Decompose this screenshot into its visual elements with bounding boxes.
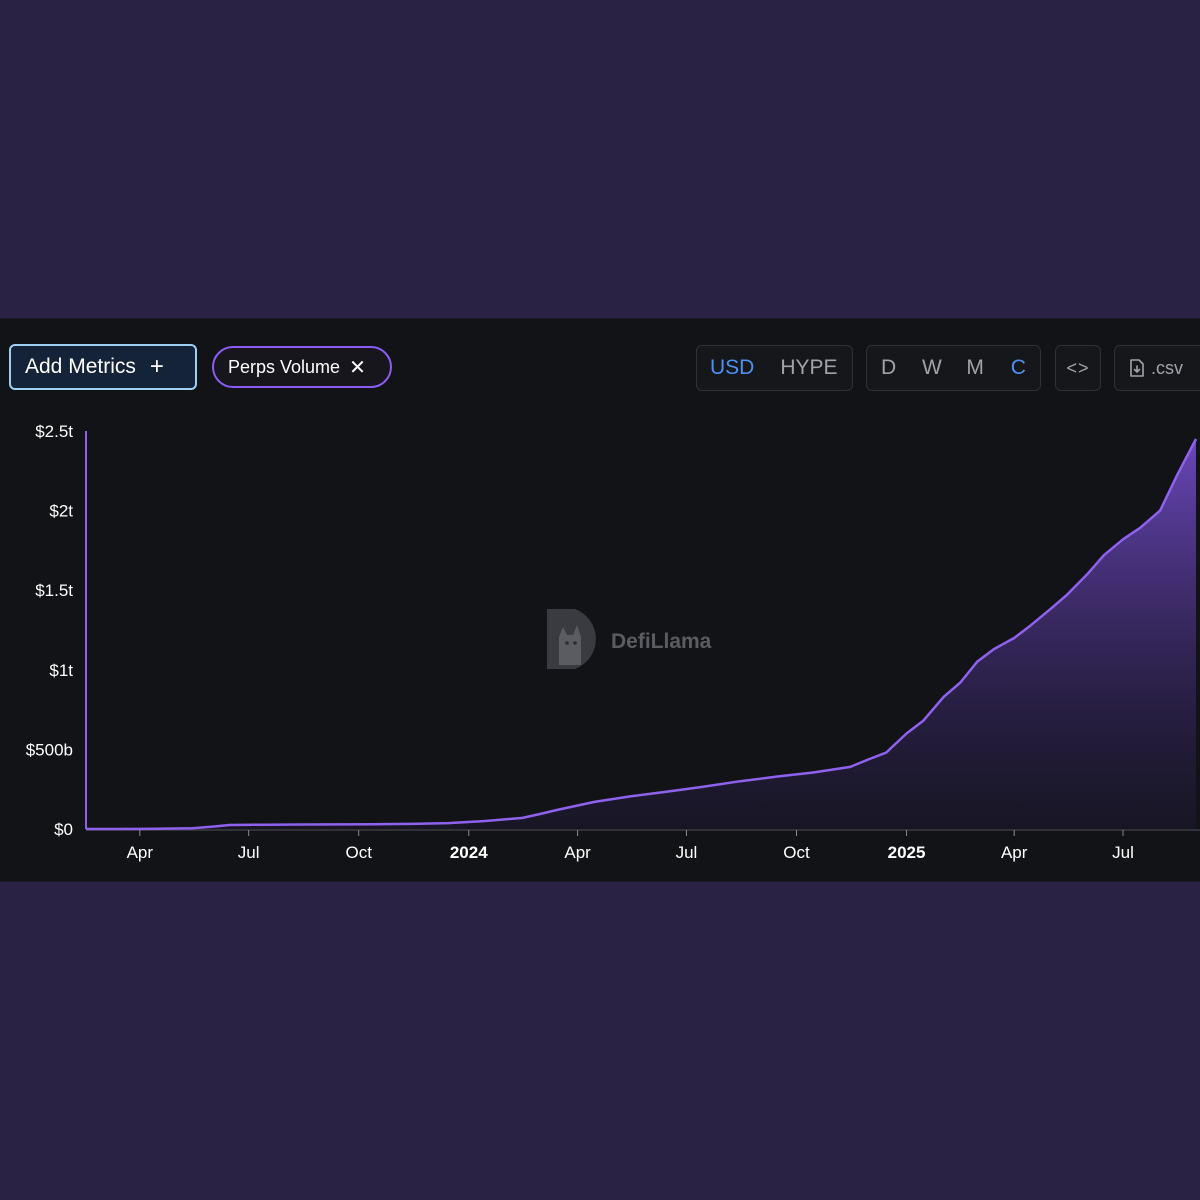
x-tick-label: Apr xyxy=(127,843,154,862)
y-tick-label: $2.5t xyxy=(35,422,73,441)
x-tick-label: Apr xyxy=(1001,843,1028,862)
x-tick-label: Oct xyxy=(345,843,372,862)
x-tick-label: Jul xyxy=(238,843,260,862)
code-icon: <> xyxy=(1066,357,1090,378)
y-tick-label: $1.5t xyxy=(35,581,73,600)
embed-button[interactable]: <> xyxy=(1055,345,1101,391)
add-metrics-label: Add Metrics xyxy=(25,355,136,378)
y-tick-label: $1t xyxy=(49,661,73,680)
file-download-icon xyxy=(1130,359,1144,377)
period-option-daily[interactable]: D xyxy=(881,356,897,379)
plus-icon: + xyxy=(149,353,164,380)
x-tick-label: 2024 xyxy=(450,843,488,862)
currency-option-hype[interactable]: HYPE xyxy=(780,356,838,379)
watermark: DefiLlama xyxy=(547,609,712,669)
period-option-weekly[interactable]: W xyxy=(921,356,942,379)
x-tick-label: Oct xyxy=(783,843,810,862)
series-perps-volume xyxy=(85,431,1198,831)
llama-logo-icon xyxy=(547,609,596,669)
metric-chip-label: Perps Volume xyxy=(228,356,341,377)
add-metrics-button[interactable]: Add Metrics + xyxy=(9,344,197,390)
x-tick-label: 2025 xyxy=(888,843,926,862)
y-tick-label: $500b xyxy=(26,740,73,759)
axes xyxy=(86,829,1200,836)
x-axis-labels: Apr Jul Oct 2024 Apr Jul Oct 2025 Apr Jul xyxy=(127,843,1134,862)
cumulative-perps-volume-chart: DefiLlama $0 $500b $1t $1.5t $2t $2.5t Apr Jul… xyxy=(26,422,1200,862)
y-tick-label: $2t xyxy=(49,502,73,521)
period-option-monthly[interactable]: M xyxy=(966,356,984,379)
metric-chip-perps-volume[interactable]: Perps Volume ✕ xyxy=(212,346,392,388)
chart-toolbar: Add Metrics + Perps Volume ✕ USD HYPE D … xyxy=(0,319,1200,399)
currency-option-usd[interactable]: USD xyxy=(710,356,755,379)
currency-toggle: USD HYPE xyxy=(696,345,853,391)
y-axis-labels: $0 $500b $1t $1.5t $2t $2.5t xyxy=(26,422,74,839)
csv-download-button[interactable]: .csv xyxy=(1114,345,1200,391)
watermark-text: DefiLlama xyxy=(611,630,712,653)
period-option-cumulative[interactable]: C xyxy=(1010,356,1026,379)
y-tick-label: $0 xyxy=(54,820,73,839)
x-tick-label: Apr xyxy=(564,843,591,862)
chart-panel: Add Metrics + Perps Volume ✕ USD HYPE D … xyxy=(0,318,1200,882)
period-toggle: D W M C xyxy=(866,345,1041,391)
close-icon[interactable]: ✕ xyxy=(349,356,366,379)
csv-label: .csv xyxy=(1151,357,1184,378)
series-area xyxy=(86,439,1196,829)
x-tick-label: Jul xyxy=(676,843,698,862)
x-tick-label: Jul xyxy=(1112,843,1134,862)
series-line xyxy=(86,438,1198,831)
